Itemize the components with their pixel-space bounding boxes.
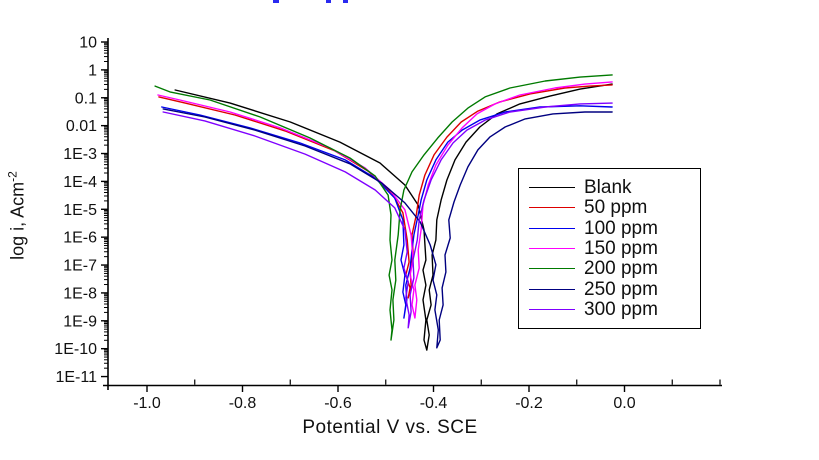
- y-tick-label: 10: [79, 35, 97, 52]
- legend-item: 300 ppm: [529, 300, 694, 319]
- legend-line-sample: [529, 227, 575, 229]
- legend-line-sample: [529, 207, 575, 209]
- legend-item: Blank: [529, 178, 694, 197]
- y-axis-title-text: log i, Acm: [7, 181, 28, 260]
- x-tick-label: -0.4: [420, 395, 448, 412]
- legend-item: 200 ppm: [529, 259, 694, 278]
- legend-label: 150 ppm: [584, 237, 658, 259]
- series-line-300-ppm: [162, 102, 613, 329]
- legend-item: 150 ppm: [529, 239, 694, 258]
- legend-item: 100 ppm: [529, 219, 694, 238]
- x-tick-label: 0.0: [613, 395, 635, 412]
- legend-label: 300 ppm: [584, 298, 658, 320]
- y-tick-label: 1: [88, 62, 97, 79]
- y-tick-label: 1E-5: [63, 202, 97, 219]
- y-tick-label: 0.1: [75, 90, 97, 107]
- legend-line-sample: [529, 288, 575, 290]
- x-tick-label: -0.6: [324, 395, 352, 412]
- legend-label: Blank: [584, 177, 632, 198]
- legend-line-sample: [529, 268, 575, 270]
- y-tick-label: 0.01: [66, 118, 97, 135]
- clipped-text-fragment: [326, 0, 331, 3]
- legend-line-sample: [529, 187, 575, 188]
- x-tick-label: -0.2: [515, 395, 543, 412]
- legend-item: 50 ppm: [529, 198, 694, 217]
- y-tick-label: 1E-4: [63, 174, 97, 191]
- legend-label: 100 ppm: [584, 217, 658, 239]
- y-tick-label: 1E-11: [55, 369, 97, 386]
- series-line-200-ppm: [154, 74, 613, 341]
- x-axis-title: Potential V vs. SCE: [302, 417, 478, 438]
- series-line-250-ppm: [162, 108, 613, 349]
- legend-label: 200 ppm: [584, 258, 658, 280]
- legend-line-sample: [529, 247, 575, 249]
- legend-label: 50 ppm: [584, 197, 648, 219]
- y-tick-label: 1E-3: [63, 146, 97, 163]
- series-line-blank: [174, 83, 613, 351]
- clipped-text-fragment: [273, 0, 279, 3]
- legend: Blank 50 ppm 100 ppm 150 ppm 200 ppm 250 ppm 3…: [518, 168, 701, 329]
- y-tick-label: 1E-8: [63, 285, 97, 302]
- y-tick-label: 1E-7: [63, 258, 97, 275]
- x-tick-label: -1.0: [133, 395, 161, 412]
- clipped-text-fragment: [343, 0, 348, 3]
- y-tick-label: 1E-9: [63, 313, 97, 330]
- y-tick-label: 1E-10: [54, 341, 97, 358]
- legend-line-sample: [529, 308, 575, 310]
- y-axis-title-superscript: -2: [5, 171, 20, 182]
- legend-label: 250 ppm: [584, 278, 658, 300]
- y-axis-title: log i, Acm-2: [6, 134, 29, 298]
- legend-item: 250 ppm: [529, 280, 694, 299]
- y-tick-label: 1E-6: [63, 230, 97, 247]
- x-tick-label: -0.8: [229, 395, 257, 412]
